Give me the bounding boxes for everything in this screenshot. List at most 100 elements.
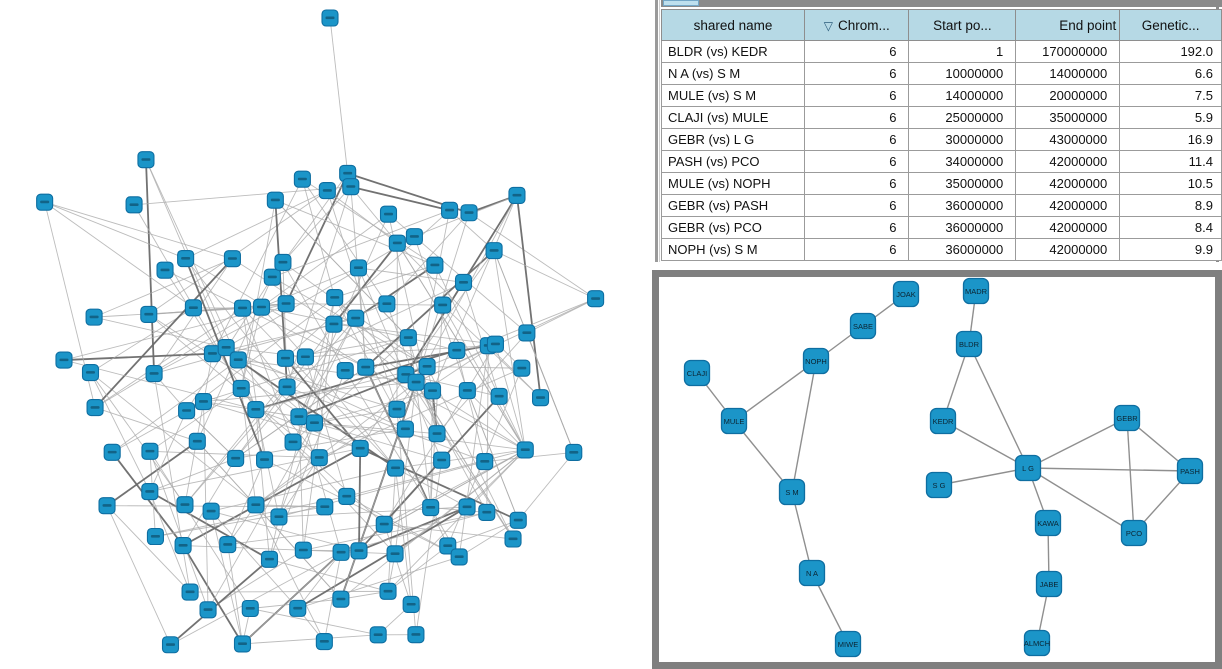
table-row[interactable]: N A (vs) S M 6 10000000 14000000 6.6 [660, 62, 1222, 85]
network-edge[interactable] [185, 190, 328, 259]
table-cell[interactable]: 36000000 [908, 238, 1017, 261]
network-edge[interactable] [63, 352, 213, 361]
network-edge[interactable] [164, 269, 366, 368]
network-edge[interactable] [94, 307, 243, 408]
network-node-n-a[interactable] [798, 559, 826, 587]
table-cell[interactable]: PASH (vs) PCO [660, 150, 806, 173]
network-edge[interactable] [468, 212, 596, 300]
table-row[interactable]: BLDR (vs) KEDR 6 1 170000000 192.0 [660, 40, 1222, 63]
network-edge[interactable] [365, 344, 489, 369]
network-edge[interactable] [106, 440, 198, 507]
network-node-claji[interactable] [683, 359, 711, 387]
table-cell[interactable]: 42000000 [1015, 194, 1121, 217]
network-edge[interactable] [240, 307, 262, 389]
table-cell[interactable]: NOPH (vs) S M [660, 238, 806, 261]
network-edge-l-g-pash[interactable] [1027, 467, 1191, 472]
network-edge[interactable] [334, 264, 436, 299]
table-cell[interactable]: 6 [804, 40, 910, 63]
table-cell[interactable]: 6 [804, 106, 910, 129]
network-edge[interactable] [90, 372, 257, 506]
table-cell[interactable]: GEBR (vs) PASH [660, 194, 806, 217]
network-edge[interactable] [190, 590, 389, 593]
network-edge[interactable] [329, 17, 349, 174]
table-cell[interactable]: 36000000 [908, 216, 1017, 239]
table-cell[interactable]: 6 [804, 62, 910, 85]
network-node-joak[interactable] [892, 280, 920, 308]
network-edge[interactable] [44, 201, 194, 309]
table-row[interactable]: PASH (vs) PCO 6 34000000 42000000 11.4 [660, 150, 1222, 173]
network-edge[interactable] [314, 422, 438, 435]
network-edge[interactable] [242, 307, 294, 443]
table-cell[interactable]: 14000000 [1015, 62, 1121, 85]
network-edge-kedr-l-g[interactable] [942, 420, 1029, 469]
network-edge[interactable] [365, 249, 495, 368]
network-edge[interactable] [94, 306, 262, 408]
network-edge[interactable] [225, 236, 415, 348]
network-edge[interactable] [272, 209, 450, 278]
table-cell[interactable]: 42000000 [1015, 238, 1121, 261]
network-edge[interactable] [493, 250, 526, 450]
network-edge[interactable] [232, 258, 335, 325]
network-edge[interactable] [111, 410, 187, 453]
table-cell[interactable]: 35000000 [1015, 106, 1121, 129]
network-edge[interactable] [182, 458, 237, 546]
network-edge[interactable] [242, 634, 379, 645]
network-edge[interactable] [365, 366, 526, 451]
table-top-scrollbar[interactable] [661, 0, 1222, 7]
table-cell[interactable]: 30000000 [908, 128, 1017, 151]
network-edge[interactable] [203, 401, 361, 449]
network-edge[interactable] [212, 178, 303, 354]
table-row[interactable]: MULE (vs) NOPH 6 35000000 42000000 10.5 [660, 172, 1222, 195]
network-edge-bldr-l-g[interactable] [968, 343, 1029, 469]
network-edge-l-g-pco[interactable] [1027, 467, 1135, 534]
table-cell[interactable]: 7.5 [1119, 84, 1222, 107]
table-cell[interactable]: 6 [804, 238, 910, 261]
network-edge[interactable] [148, 314, 315, 424]
network-edge[interactable] [466, 390, 519, 521]
table-cell[interactable]: 20000000 [1015, 84, 1121, 107]
table-cell[interactable]: CLAJI (vs) MULE [660, 106, 806, 129]
network-edge[interactable] [94, 407, 198, 442]
table-cell[interactable]: MULE (vs) NOPH [660, 172, 806, 195]
table-cell[interactable]: 10.5 [1119, 172, 1222, 195]
network-node-s-m[interactable] [778, 478, 806, 506]
scrollbar-thumb[interactable] [663, 0, 699, 6]
network-edge[interactable] [169, 558, 271, 646]
table-cell[interactable]: 42000000 [1015, 216, 1121, 239]
column-header-shared-name[interactable]: shared name [660, 9, 806, 41]
network-edge[interactable] [456, 350, 486, 462]
network-edge[interactable] [517, 452, 575, 521]
network-edge[interactable] [186, 410, 236, 459]
network-edge[interactable] [278, 461, 485, 518]
column-header-end-point[interactable]: End point [1015, 9, 1121, 41]
network-edge[interactable] [149, 451, 209, 610]
network-edge[interactable] [415, 382, 432, 508]
network-edge[interactable] [430, 390, 433, 508]
network-edge[interactable] [301, 179, 336, 298]
network-edge[interactable] [211, 467, 396, 512]
table-cell[interactable]: 34000000 [908, 150, 1017, 173]
network-edge[interactable] [384, 449, 526, 525]
network-edge[interactable] [255, 409, 270, 560]
table-cell[interactable]: 10000000 [908, 62, 1017, 85]
network-edge-s-m-n-a[interactable] [791, 491, 813, 574]
network-node-noph[interactable] [802, 347, 830, 375]
table-cell[interactable]: 6 [804, 84, 910, 107]
network-node-mule[interactable] [720, 407, 748, 435]
table-cell[interactable]: GEBR (vs) L G [660, 128, 806, 151]
network-edge[interactable] [365, 367, 449, 547]
network-edge[interactable] [149, 491, 191, 593]
table-cell[interactable]: 6 [804, 216, 910, 239]
overview-network-canvas[interactable] [0, 0, 652, 669]
network-edge[interactable] [340, 382, 417, 600]
column-header-genetic[interactable]: Genetic... [1119, 9, 1222, 41]
network-edge[interactable] [106, 505, 171, 645]
network-edge[interactable] [269, 558, 389, 592]
network-edge[interactable] [196, 441, 342, 600]
network-edge[interactable] [182, 545, 244, 645]
network-edge[interactable] [210, 510, 299, 609]
network-edge[interactable] [106, 505, 191, 593]
network-edge[interactable] [149, 451, 251, 609]
table-cell[interactable]: MULE (vs) S M [660, 84, 806, 107]
table-cell[interactable]: 16.9 [1119, 128, 1222, 151]
